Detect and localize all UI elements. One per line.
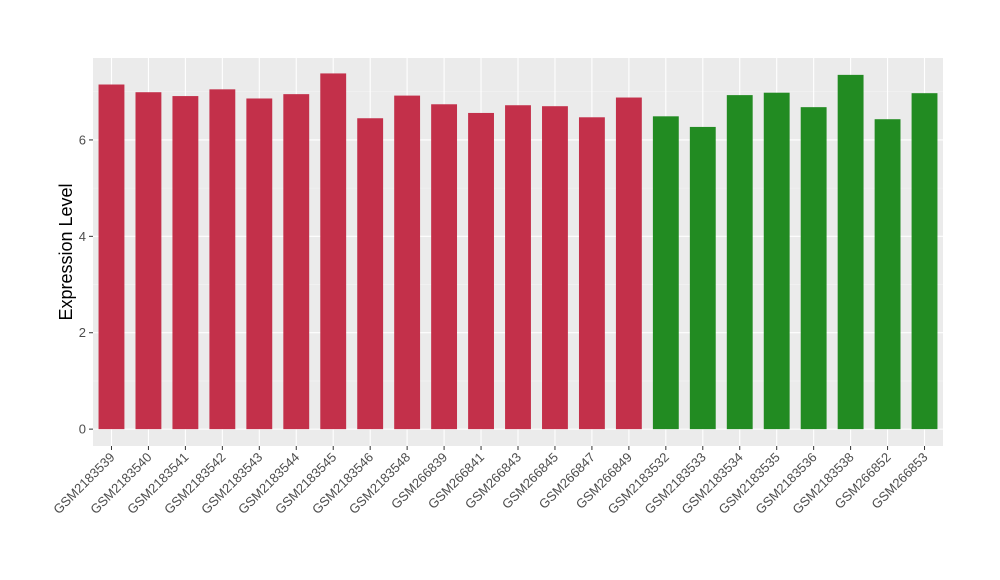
- bar-GSM2183532: [652, 116, 679, 430]
- y-tick-label: 6: [79, 132, 86, 147]
- bar-GSM2183536: [800, 107, 827, 430]
- bar-GSM266852: [874, 119, 901, 430]
- bar-GSM2183543: [246, 98, 273, 430]
- bar-GSM2183535: [763, 92, 790, 430]
- bar-GSM2183548: [394, 95, 421, 430]
- y-axis: 0 2 4 6: [79, 132, 93, 437]
- bar-GSM266847: [578, 117, 605, 430]
- bar-GSM266841: [468, 112, 494, 430]
- bar-GSM2183539: [98, 84, 125, 430]
- bar-GSM2183544: [283, 94, 310, 430]
- y-axis-label: Expression Level: [56, 183, 76, 320]
- y-tick-label: 0: [79, 422, 86, 437]
- bar-GSM266839: [431, 104, 458, 430]
- bar-GSM2183541: [172, 96, 199, 430]
- bar-GSM2183533: [689, 126, 716, 430]
- y-tick-label: 2: [79, 325, 86, 340]
- bar-GSM2183546: [357, 118, 384, 430]
- bar-GSM266853: [911, 93, 938, 430]
- bars: [98, 73, 938, 430]
- x-axis: GSM2183539GSM2183540GSM2183541GSM2183542…: [50, 446, 931, 517]
- bar-GSM266843: [505, 105, 531, 430]
- bar-GSM2183542: [209, 89, 236, 430]
- bar-GSM266849: [615, 97, 642, 430]
- bar-GSM2183540: [135, 92, 162, 430]
- bar-GSM2183538: [837, 74, 864, 430]
- bar-GSM2183545: [320, 73, 347, 430]
- bar-GSM2183534: [726, 95, 753, 430]
- y-tick-label: 4: [79, 229, 86, 244]
- bar-GSM266845: [542, 106, 568, 430]
